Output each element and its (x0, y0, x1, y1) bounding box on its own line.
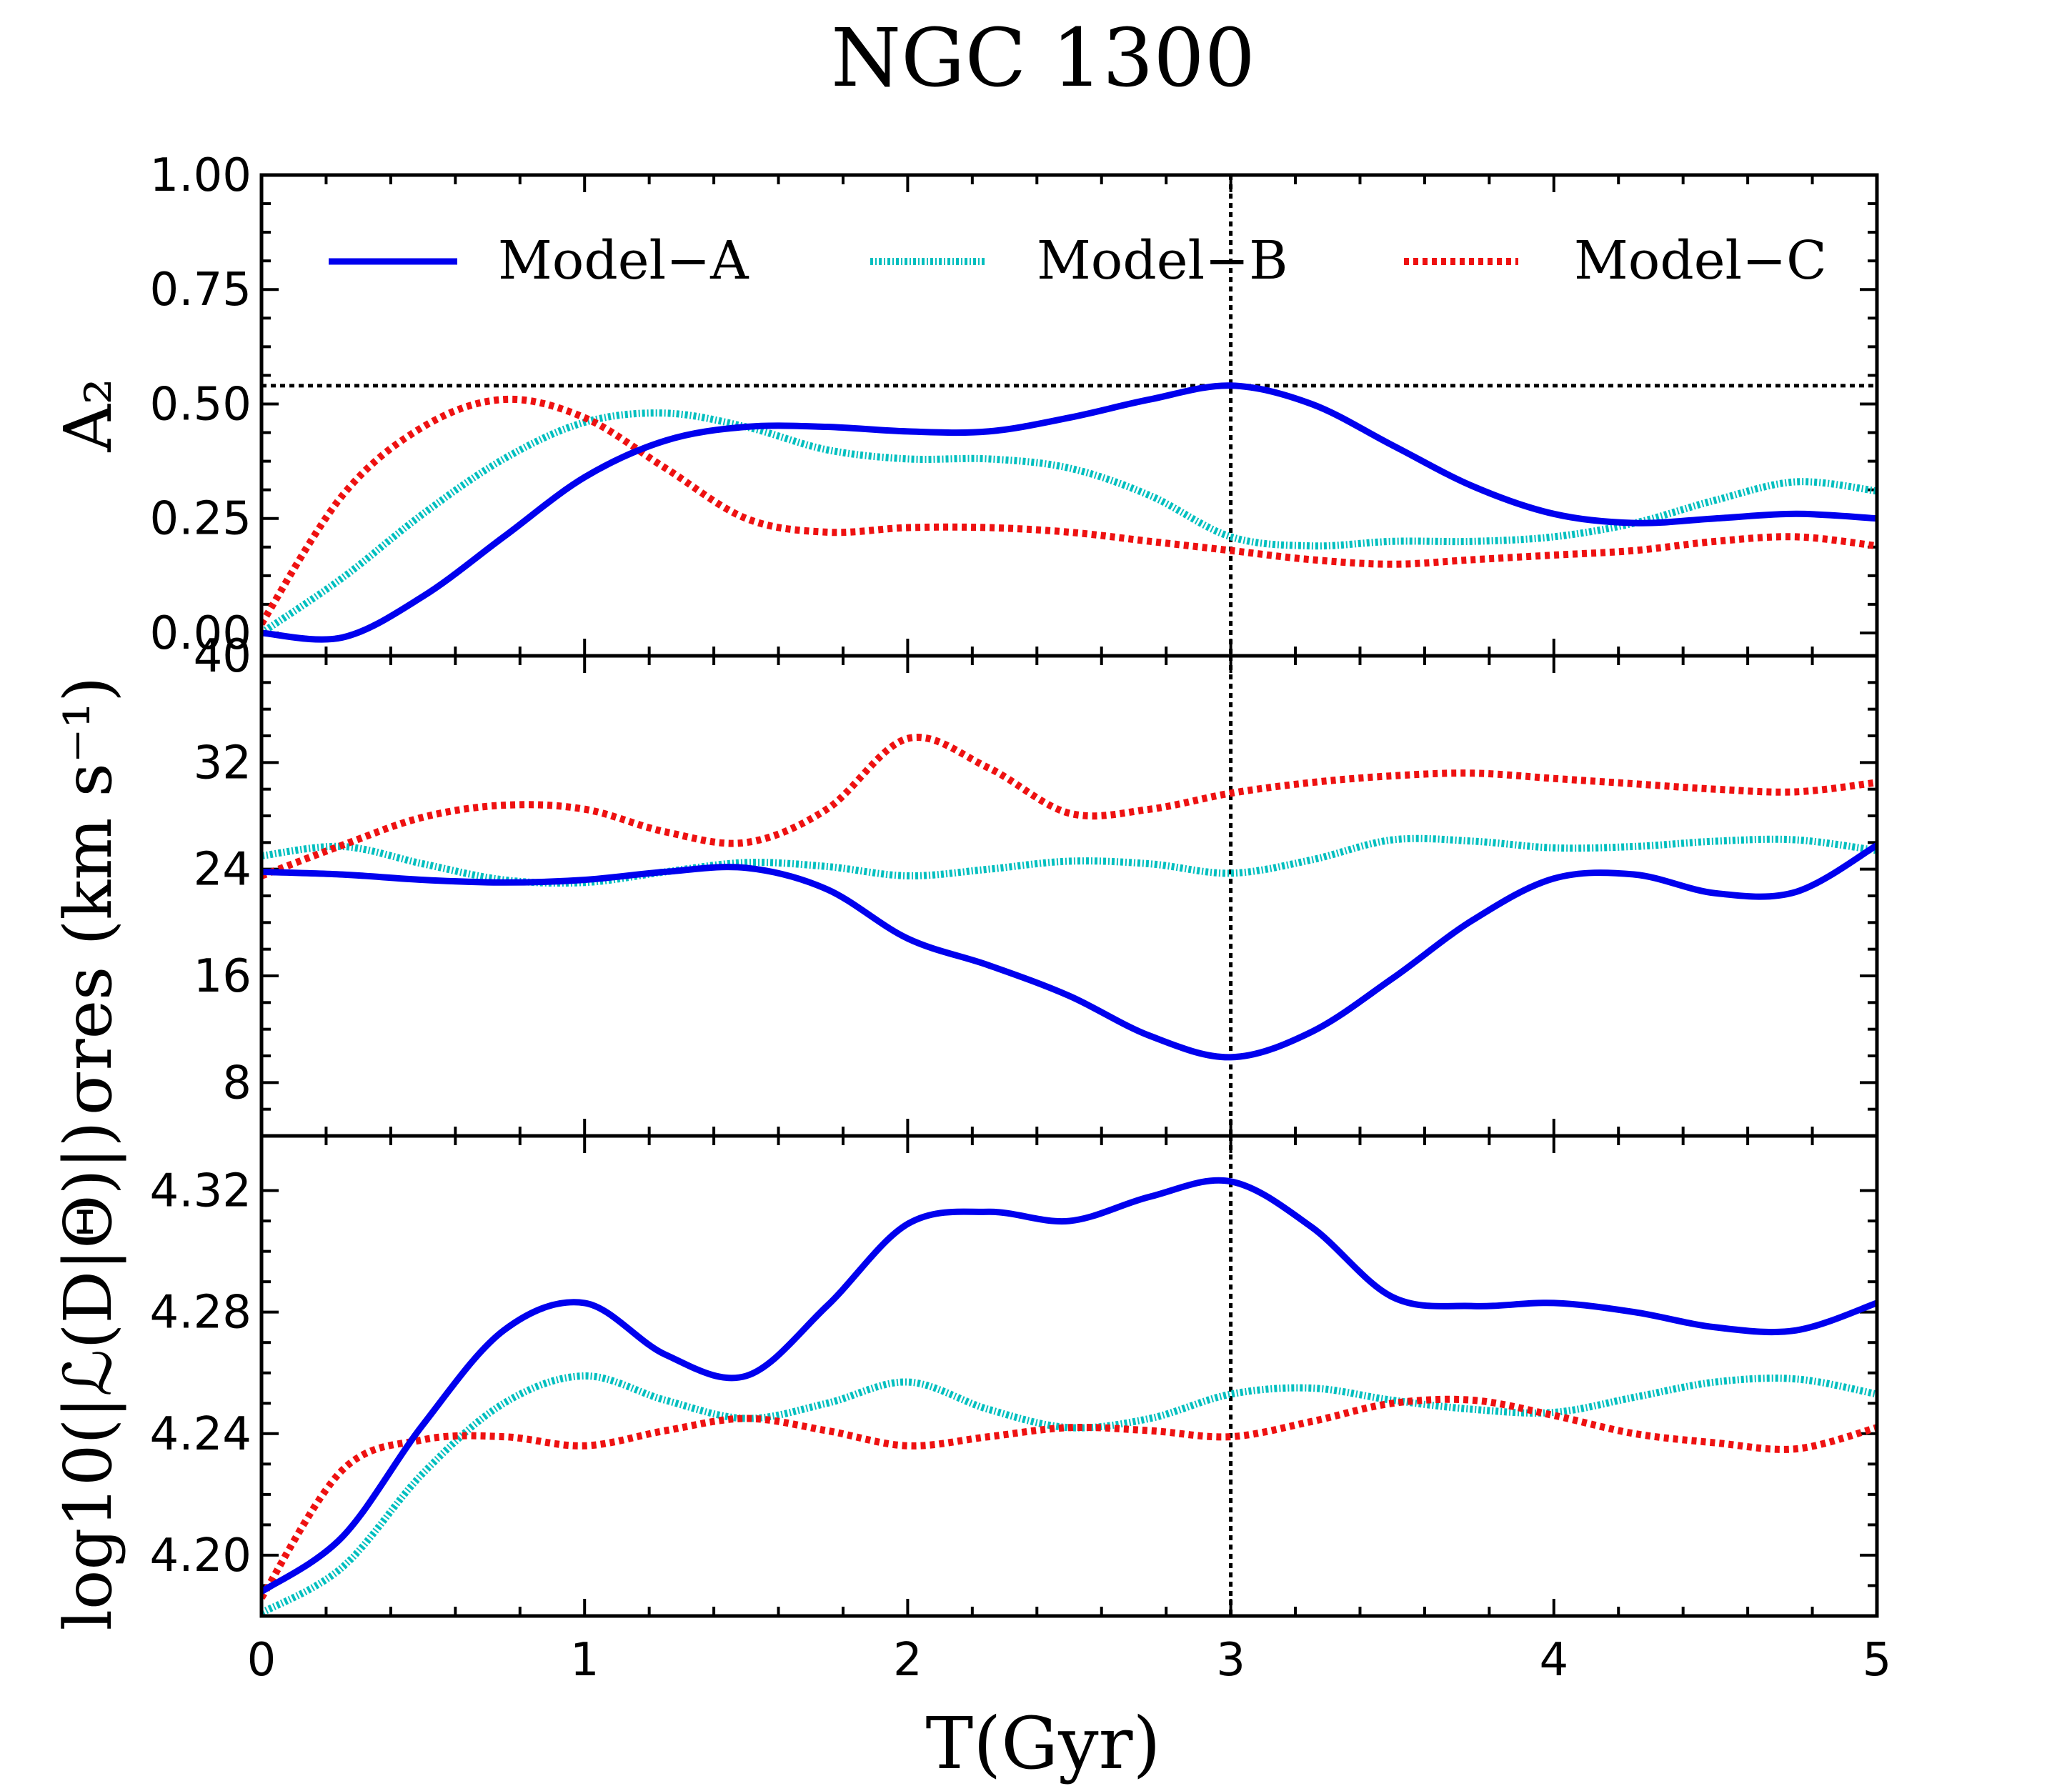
x-axis-label: T(Gyr) (926, 1702, 1161, 1785)
x-tick-label: 1 (570, 1634, 599, 1687)
axes-frame (259, 1134, 1879, 1618)
series-line-model-c (262, 395, 1877, 626)
series-line-model-a (262, 842, 1877, 1061)
x-tick-label: 2 (893, 1634, 922, 1687)
series-line-model-b (262, 1372, 1877, 1616)
panel-top: 0.00 0.25 0.50 0.75 1.00 (150, 149, 1879, 660)
x-tick-label: 3 (1216, 1634, 1245, 1687)
y-tick-label: 16 (194, 950, 251, 1003)
y-tick-label: 0.75 (150, 264, 252, 316)
panels: 0.000.250.500.751.008162432404.204.244.2… (50, 149, 1891, 1687)
series-line-model-a (262, 382, 1877, 643)
y-tick-label: 1.00 (150, 149, 252, 202)
axes-frame (259, 654, 1879, 1138)
series-line-model-a (262, 1177, 1877, 1595)
y-tick-label: 0.50 (150, 378, 252, 431)
legend-label-model-b: Model−B (1037, 230, 1288, 291)
y-axis-label-sigma: σres (km s⁻¹) (50, 677, 126, 1115)
y-tick-label: 40 (194, 630, 251, 683)
panel-bottom: 4.20 4.24 4.28 4.32 (150, 1134, 1879, 1618)
y-tick-label: 0.25 (150, 493, 252, 546)
y-tick-label: 4.20 (150, 1530, 252, 1582)
chart-title: NGC 1300 (831, 12, 1255, 105)
y-tick-label: 8 (222, 1057, 251, 1109)
y-tick-label: 4.24 (150, 1408, 252, 1461)
series-line-model-c (262, 1395, 1877, 1600)
y-axis-label-likelihood: log10(|ℒ(D|Θ)|) (50, 1122, 126, 1631)
x-tick-label: 4 (1539, 1634, 1568, 1687)
series-line-model-b (262, 409, 1877, 637)
legend-label-model-a: Model−A (498, 230, 749, 291)
y-tick-label: 4.28 (150, 1287, 252, 1340)
panel-middle: 8 16 24 32 40 (194, 630, 1879, 1138)
series-line-model-c (262, 734, 1877, 879)
y-tick-label: 0.00 (150, 607, 252, 660)
x-tick-label: 5 (1863, 1634, 1892, 1687)
y-axis-label-a2: A₂ (50, 378, 126, 452)
legend-label-model-c: Model−C (1574, 230, 1827, 291)
y-tick-label: 32 (194, 737, 251, 789)
x-tick-label: 0 (247, 1634, 277, 1687)
y-tick-label: 24 (194, 844, 251, 897)
y-tick-label: 4.32 (150, 1165, 252, 1218)
